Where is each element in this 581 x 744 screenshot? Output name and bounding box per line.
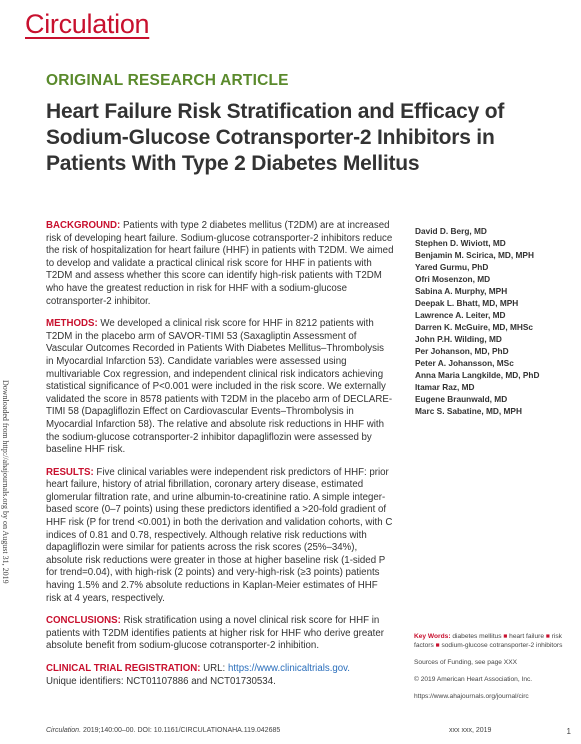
bullet-square-icon: ■ (545, 633, 550, 640)
journal-name: Circulation (25, 9, 150, 39)
issue-date: xxx xxx, 2019 (449, 727, 492, 734)
copyright: © 2019 American Heart Association, Inc. (414, 676, 533, 683)
key-word: risk factors (414, 633, 562, 649)
abstract-conclusions: CONCLUSIONS: Risk stratification using a… (46, 615, 394, 653)
article-title: Heart Failure Risk Stratification and Ef… (46, 100, 505, 175)
abstract-background: BACKGROUND: Patients with type 2 diabete… (46, 220, 394, 308)
side-info: Key Words: diabetes mellitus ■ heart fai… (414, 632, 574, 709)
abstract-registration: CLINICAL TRIAL REGISTRATION: URL: https:… (46, 663, 394, 688)
registration-url-label: URL: (203, 663, 226, 674)
author: Darren K. McGuire, MD, MHSc (415, 322, 534, 332)
author: Deepak L. Bhatt, MD, MPH (415, 298, 519, 308)
funding-note: Sources of Funding, see page XXX (414, 659, 518, 666)
conclusions-heading: CONCLUSIONS: (46, 615, 121, 627)
author-list: David D. Berg, MD Stephen D. Wiviott, MD… (415, 225, 575, 417)
author: Per Johanson, MD, PhD (415, 346, 509, 356)
registration-ids: Unique identifiers: NCT01107886 and NCT0… (46, 675, 276, 687)
author: Sabina A. Murphy, MPH (415, 286, 508, 296)
author: Eugene Braunwald, MD (415, 394, 508, 404)
author: Peter A. Johansson, MSc (415, 358, 514, 368)
key-words-label: Key Words: (414, 633, 451, 640)
download-note: Downloaded from http://ahajournals.org b… (1, 380, 10, 584)
registration-link[interactable]: https://www.clinicaltrials.gov. (227, 663, 350, 674)
page-number: 1 (566, 727, 571, 736)
bullet-square-icon: ■ (503, 633, 508, 640)
abstract-results: RESULTS: Five clinical variables were in… (46, 467, 394, 606)
author: Anna Maria Langkilde, MD, PhD (415, 370, 540, 380)
abstract: BACKGROUND: Patients with type 2 diabete… (46, 220, 394, 698)
background-text: Patients with type 2 diabetes mellitus (… (46, 220, 394, 307)
conclusions-text: Risk stratification using a novel clinic… (46, 615, 384, 652)
citation-journal: Circulation. (46, 727, 82, 734)
results-heading: RESULTS: (46, 466, 94, 478)
author: Stephen D. Wiviott, MD (415, 238, 506, 248)
section-label: ORIGINAL RESEARCH ARTICLE (46, 72, 289, 89)
author: David D. Berg, MD (415, 226, 487, 236)
author: Yared Gurmu, PhD (415, 262, 489, 272)
author: John P.H. Wilding, MD (415, 334, 502, 344)
author: Itamar Raz, MD (415, 382, 475, 392)
methods-text: We developed a clinical risk score for H… (46, 318, 393, 456)
results-text: Five clinical variables were independent… (46, 466, 393, 604)
author: Benjamin M. Scirica, MD, MPH (415, 250, 534, 260)
journal-website[interactable]: https://www.ahajournals.org/journal/circ (414, 693, 529, 700)
methods-heading: METHODS: (46, 318, 98, 330)
background-heading: BACKGROUND: (46, 220, 121, 231)
key-word: heart failure (509, 633, 544, 640)
registration-heading: CLINICAL TRIAL REGISTRATION: (46, 663, 201, 674)
key-word: diabetes mellitus (452, 633, 502, 640)
citation: Circulation. 2019;140:00–00. DOI: 10.116… (46, 727, 280, 734)
author: Marc S. Sabatine, MD, MPH (415, 406, 522, 416)
key-words: Key Words: diabetes mellitus ■ heart fai… (414, 632, 574, 650)
abstract-methods: METHODS: We developed a clinical risk sc… (46, 318, 394, 457)
author: Ofri Mosenzon, MD (415, 274, 491, 284)
citation-details: 2019;140:00–00. DOI: 10.1161/CIRCULATION… (82, 727, 281, 734)
author: Lawrence A. Leiter, MD (415, 310, 506, 320)
key-word: sodium-glucose cotransporter-2 inhibitor… (441, 642, 563, 649)
bullet-square-icon: ■ (435, 642, 440, 649)
